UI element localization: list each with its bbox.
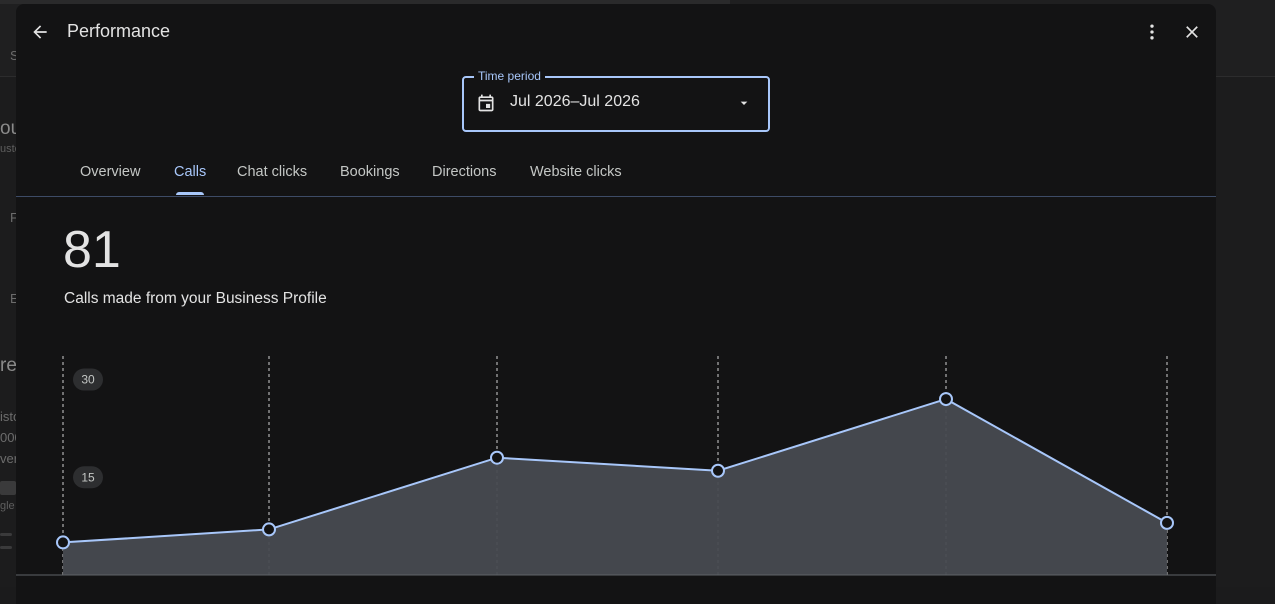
y-tick-label: 30 <box>81 373 95 387</box>
background-fragment: F <box>10 210 18 225</box>
y-tick-label: 15 <box>81 470 95 484</box>
metric-description: Calls made from your Business Profile <box>64 290 327 307</box>
y-tick-badge <box>73 368 103 391</box>
tab-chat-clicks[interactable]: Chat clicks <box>237 164 308 180</box>
close-button[interactable] <box>1172 12 1212 52</box>
data-point-3 <box>711 463 725 478</box>
close-icon <box>1186 26 1198 38</box>
background-fragment: isto <box>0 409 21 424</box>
background-fragment: ver <box>0 451 19 466</box>
area-fill <box>63 399 1167 575</box>
metric-tabs: Overview Calls Chat clicks Bookings Dire… <box>16 152 1216 197</box>
data-point-5 <box>1160 515 1174 530</box>
background-fragment: ou <box>0 118 22 139</box>
background-fragment: gle <box>0 500 15 512</box>
calls-chart: 30 15 <box>16 356 1216 576</box>
background-fragment: E <box>10 291 19 306</box>
time-period-label: Time period <box>474 69 545 83</box>
background-fragment: usto <box>0 143 21 155</box>
data-point-2 <box>490 450 504 465</box>
series-line <box>62 398 1168 544</box>
back-button[interactable] <box>20 12 60 52</box>
more-vert-icon <box>1150 24 1154 40</box>
data-point-4 <box>939 392 953 407</box>
tab-overview[interactable]: Overview <box>80 164 141 180</box>
background-fragment <box>0 481 16 495</box>
tab-bookings[interactable]: Bookings <box>340 164 400 180</box>
arrow-back-icon <box>33 25 47 39</box>
data-point-1 <box>262 522 276 537</box>
background-strip <box>0 0 730 4</box>
data-point-0 <box>56 535 70 550</box>
active-tab-indicator <box>176 192 204 195</box>
dropdown-arrow-icon <box>740 101 748 105</box>
y-tick-badge <box>73 466 103 489</box>
time-period-select[interactable]: Time period Jul 2026–Jul 2026 <box>462 69 770 132</box>
calendar-icon <box>478 94 494 112</box>
tab-directions[interactable]: Directions <box>432 164 497 180</box>
background-fragment <box>0 546 12 549</box>
tab-website-clicks[interactable]: Website clicks <box>530 164 622 180</box>
more-options-button[interactable] <box>1132 12 1172 52</box>
dialog-header: Performance <box>16 4 1216 60</box>
background-fragment: S <box>10 48 19 63</box>
metric-value: 81 <box>63 221 121 279</box>
dialog-title: Performance <box>67 21 171 41</box>
time-period-value: Jul 2026–Jul 2026 <box>510 93 640 110</box>
tab-calls[interactable]: Calls <box>174 164 207 180</box>
performance-dialog: Performance Time period Jul 2026–Jul 202… <box>16 4 1216 604</box>
background-fragment <box>0 533 12 536</box>
